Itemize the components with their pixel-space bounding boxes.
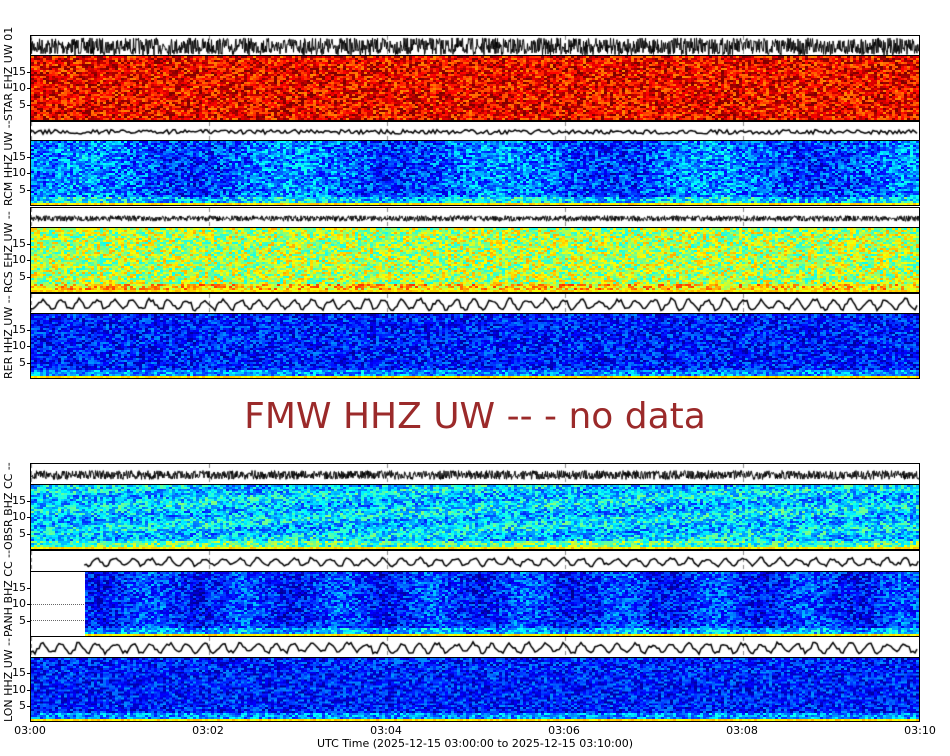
y-tick-15: 15 (12, 493, 26, 507)
y-tick-mark (27, 346, 31, 347)
y-tick-10: 10 (12, 510, 26, 523)
y-tick-mark (27, 276, 31, 278)
y-tick-mark (27, 260, 31, 261)
x-tick-0306: 03:06 (548, 724, 580, 737)
y-tick-5: 5 (19, 97, 26, 111)
y-tick-mark (27, 243, 31, 245)
no-data-message: FMW HHZ UW -- - no data (244, 396, 706, 437)
station-label: STAR EHZ UW 01 (2, 26, 15, 121)
y-tick-10: 10 (12, 597, 26, 610)
x-tick-0308: 03:08 (726, 724, 758, 737)
spectrogram (30, 657, 920, 722)
spectrogram (30, 227, 920, 293)
gap-gridline (31, 620, 85, 621)
y-tick-10: 10 (12, 253, 26, 266)
station-label: LON HHZ UW -- (2, 637, 15, 722)
y-tick-mark (27, 689, 31, 691)
waveform-trace (30, 121, 920, 141)
y-tick-15: 15 (12, 322, 26, 336)
y-tick-mark (27, 88, 31, 89)
y-tick-5: 5 (19, 526, 26, 540)
y-tick-5: 5 (19, 698, 26, 712)
y-tick-15: 15 (12, 149, 26, 163)
y-tick-5: 5 (19, 613, 26, 627)
y-tick-15: 15 (12, 236, 26, 250)
gap-gridline (31, 604, 85, 605)
y-tick-mark (27, 533, 31, 535)
y-tick-mark (27, 500, 31, 502)
spectrogram (30, 571, 920, 637)
y-tick-mark (27, 189, 31, 191)
y-tick-mark (27, 173, 31, 174)
y-tick-mark (27, 604, 31, 605)
spectrogram (30, 313, 920, 379)
y-tick-10: 10 (12, 81, 26, 94)
x-axis-label: UTC Time (2025-12-15 03:00:00 to 2025-12… (317, 737, 633, 750)
waveform-trace (30, 636, 920, 658)
spectrogram (30, 140, 920, 206)
y-tick-mark (27, 104, 31, 106)
y-tick-mark (27, 673, 31, 675)
station-label: RCM HHZ UW -- (2, 120, 15, 206)
y-tick-10: 10 (12, 166, 26, 179)
y-tick-mark (27, 705, 31, 707)
y-tick-mark (27, 517, 31, 518)
spectrogram (30, 484, 920, 550)
y-tick-10: 10 (12, 339, 26, 352)
y-tick-mark (27, 587, 31, 589)
y-tick-15: 15 (12, 64, 26, 78)
y-tick-15: 15 (12, 580, 26, 594)
y-tick-mark (27, 156, 31, 158)
station-label: RCS EHZ UW -- (2, 211, 15, 293)
y-tick-10: 10 (12, 682, 26, 696)
x-tick-0304: 03:04 (370, 724, 402, 737)
waveform-trace (30, 35, 920, 56)
station-label: RER HHZ UW -- (2, 295, 15, 379)
waveform-trace (30, 550, 920, 572)
station-label: PANH BHZ CC -- (2, 549, 15, 637)
x-tick-0310: 03:10 (904, 724, 936, 737)
waveform-trace (30, 293, 920, 314)
y-tick-5: 5 (19, 269, 26, 283)
y-tick-5: 5 (19, 182, 26, 196)
y-tick-mark (27, 362, 31, 364)
spectrogram (30, 55, 920, 121)
y-tick-mark (27, 620, 31, 622)
y-tick-5: 5 (19, 355, 26, 369)
station-label: OBSR BHZ CC -- (2, 462, 15, 550)
y-tick-mark (27, 329, 31, 331)
y-tick-15: 15 (12, 666, 26, 680)
waveform-trace (30, 463, 920, 485)
x-tick-0300: 03:00 (14, 724, 46, 737)
x-tick-0302: 03:02 (192, 724, 224, 737)
y-tick-mark (27, 71, 31, 73)
waveform-trace (30, 207, 920, 228)
